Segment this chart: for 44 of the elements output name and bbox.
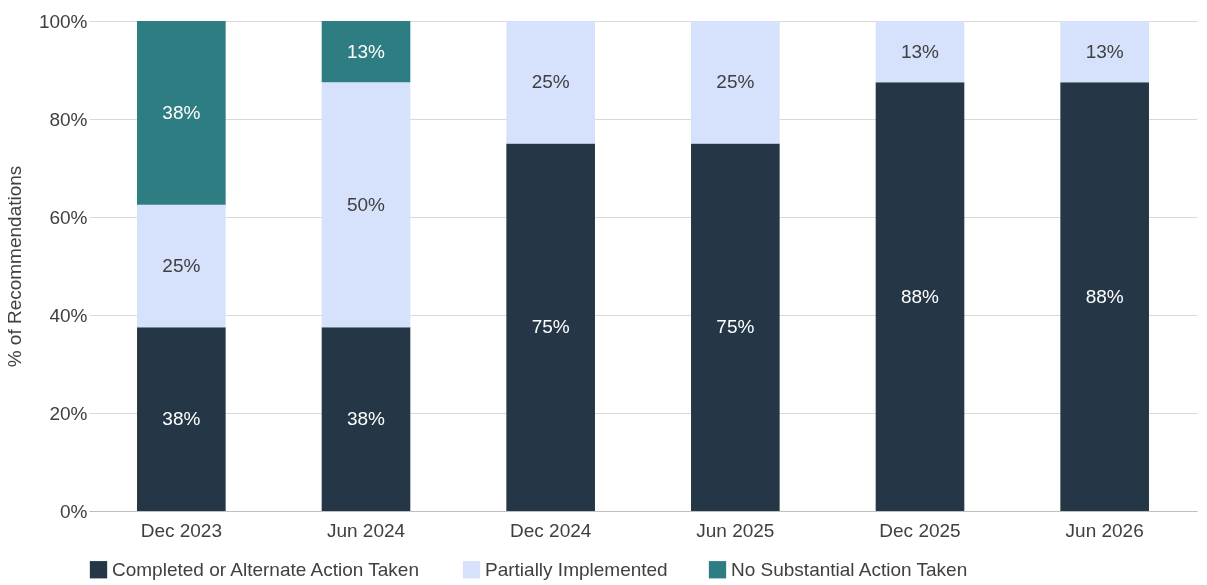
data-label: 25% (531, 71, 570, 93)
data-label: 38% (162, 408, 201, 430)
y-tick-label: 80% (49, 108, 88, 130)
x-tick-label: Dec 2023 (140, 519, 223, 541)
y-tick-label: 40% (49, 304, 88, 326)
bar (875, 21, 965, 83)
data-label: 38% (346, 408, 386, 430)
data-label: 13% (346, 40, 386, 62)
bar (506, 21, 595, 144)
legend-label: Completed or Alternate Action Taken (112, 558, 420, 580)
data-label: 50% (346, 193, 386, 215)
bar (321, 327, 411, 511)
bar (506, 143, 595, 511)
x-tick-label: Jun 2024 (326, 519, 406, 541)
data-label: 75% (531, 316, 570, 338)
y-tick-label: 20% (49, 402, 88, 424)
bar (321, 21, 411, 83)
data-label: 25% (716, 71, 755, 93)
bar (321, 82, 411, 328)
x-tick-label: Jun 2026 (1065, 519, 1144, 541)
bar (1060, 82, 1149, 511)
legend-label: Partially Implemented (485, 558, 668, 580)
y-tick-label: 0% (60, 500, 88, 522)
data-label: 38% (162, 101, 201, 123)
x-tick-label: Dec 2024 (509, 519, 592, 541)
x-tick-label: Jun 2025 (696, 519, 775, 541)
bar (691, 143, 780, 511)
y-tick-label: 100% (38, 10, 88, 32)
data-label: 75% (716, 316, 755, 338)
bar (691, 21, 780, 144)
data-label: 13% (1085, 40, 1124, 62)
data-label: 88% (1085, 285, 1124, 307)
bar (137, 21, 226, 205)
data-label: 88% (900, 285, 940, 307)
bar (137, 204, 226, 328)
data-label: 25% (162, 255, 201, 276)
x-tick-label: Dec 2025 (879, 519, 961, 541)
bar (137, 327, 226, 511)
y-tick-label: 60% (49, 206, 88, 228)
bar (1060, 21, 1149, 83)
bar (875, 82, 965, 511)
y-axis-title: % of Recommendations (3, 165, 25, 368)
legend-label: No Substantial Action Taken (731, 558, 968, 580)
data-label: 13% (900, 40, 940, 62)
